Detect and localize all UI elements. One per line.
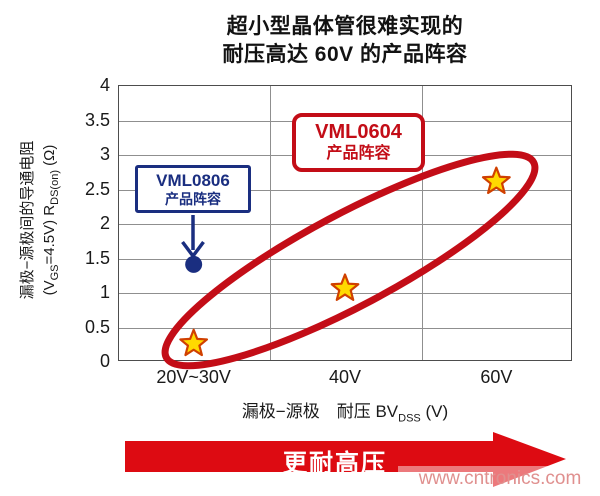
chart-title-line2: 耐压高达 60V 的产品阵容 bbox=[222, 42, 468, 66]
y-tick-label: 0 bbox=[99, 351, 110, 371]
y-tick-label: 1 bbox=[99, 282, 110, 302]
chart-title: 超小型晶体管很难实现的 耐压高达 60V 的产品阵容 bbox=[118, 13, 572, 68]
y-tick-label: 0.5 bbox=[84, 316, 110, 337]
y-tick-label: 3.5 bbox=[84, 109, 110, 130]
x-tick-label: 60V bbox=[480, 367, 513, 387]
h-gridline bbox=[119, 293, 571, 294]
callout-vml0806-caption: 产品阵容 bbox=[165, 191, 221, 207]
higher-voltage-arrow-label: 更耐高压 bbox=[283, 450, 387, 477]
y-tick-label: 4 bbox=[99, 75, 110, 95]
y-tick-label: 2 bbox=[99, 213, 110, 233]
y-tick-label: 2.5 bbox=[84, 178, 110, 199]
h-gridline bbox=[119, 327, 571, 329]
x-axis-title: 漏极−源极 耐压 BVDSS (V) bbox=[241, 402, 449, 425]
y-axis-title-line1: 漏极−源极间的导通电阻 bbox=[19, 140, 36, 300]
callout-vml0604-name: VML0604 bbox=[315, 121, 402, 143]
x-tick-label: 40V bbox=[328, 367, 362, 387]
watermark-text: www.cntronics.com bbox=[418, 468, 582, 489]
callout-vml0604-caption: 产品阵容 bbox=[326, 145, 391, 162]
callout-vml0806-name: VML0806 bbox=[156, 171, 230, 190]
h-gridline bbox=[119, 224, 571, 225]
chart-title-line1: 超小型晶体管很难实现的 bbox=[226, 15, 464, 38]
callout-vml0806: VML0806 产品阵容 bbox=[135, 165, 251, 213]
h-gridline bbox=[119, 258, 571, 260]
watermark-band bbox=[398, 466, 600, 492]
v-gridline bbox=[270, 86, 272, 360]
x-tick-label: 20V~30V bbox=[156, 367, 231, 387]
y-tick-label: 3 bbox=[99, 144, 110, 164]
y-axis-title: 漏极−源极间的导通电阻 (VGS=4.5V) RDS(on) (Ω) bbox=[17, 74, 63, 366]
callout-vml0604: VML0604 产品阵容 bbox=[292, 113, 425, 172]
y-tick-label: 1.5 bbox=[84, 247, 110, 268]
